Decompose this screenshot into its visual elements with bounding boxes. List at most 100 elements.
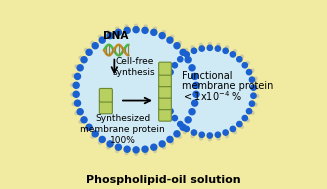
Circle shape [167,136,173,143]
Circle shape [151,144,157,150]
Circle shape [191,135,194,138]
Circle shape [172,115,178,121]
Circle shape [72,102,75,105]
Circle shape [208,43,211,46]
Circle shape [251,85,256,90]
Circle shape [151,29,157,35]
FancyBboxPatch shape [159,62,171,75]
Circle shape [199,132,204,137]
Circle shape [144,152,147,155]
Circle shape [249,101,255,106]
Circle shape [176,125,179,128]
Circle shape [251,69,254,72]
Circle shape [124,27,130,33]
Circle shape [194,65,197,68]
Circle shape [199,43,202,46]
Circle shape [159,33,165,39]
Circle shape [163,77,165,80]
Circle shape [185,128,188,131]
Circle shape [161,86,164,89]
Circle shape [183,50,186,53]
Circle shape [168,108,173,114]
Circle shape [133,27,139,33]
FancyBboxPatch shape [159,97,171,110]
Circle shape [125,152,128,155]
Circle shape [247,70,252,75]
Circle shape [226,135,229,138]
Circle shape [165,101,170,106]
Circle shape [71,93,74,96]
Circle shape [197,74,200,77]
Circle shape [192,73,198,79]
Circle shape [77,109,83,115]
Circle shape [198,84,201,87]
Circle shape [237,121,242,127]
FancyBboxPatch shape [99,88,112,102]
Circle shape [178,41,181,44]
Circle shape [124,146,130,152]
Circle shape [208,138,211,141]
Circle shape [115,144,121,150]
Circle shape [193,82,199,88]
Circle shape [163,103,165,106]
Circle shape [77,31,195,148]
Text: Synthesized
membrane protein
100%: Synthesized membrane protein 100% [80,114,165,145]
Circle shape [256,94,259,98]
Circle shape [230,52,235,57]
Circle shape [240,125,243,128]
Circle shape [207,133,213,138]
Circle shape [223,48,228,53]
Circle shape [193,91,199,97]
FancyBboxPatch shape [159,85,171,98]
Circle shape [190,120,193,123]
Circle shape [165,77,170,82]
Circle shape [73,82,79,88]
Circle shape [171,35,174,38]
Circle shape [125,25,128,28]
Circle shape [166,111,169,114]
Circle shape [185,57,191,63]
Circle shape [99,37,105,43]
Circle shape [178,57,183,62]
Circle shape [116,27,119,30]
Circle shape [144,25,147,28]
Circle shape [199,46,204,51]
Circle shape [167,49,252,134]
Text: membrane protein: membrane protein [182,81,274,91]
Circle shape [72,74,75,77]
Circle shape [153,149,157,153]
Circle shape [192,100,198,106]
Circle shape [251,111,254,114]
Circle shape [215,46,220,51]
Text: $<$1x10$^{-4}$ %: $<$1x10$^{-4}$ % [182,89,243,103]
Circle shape [75,100,80,106]
Circle shape [99,136,105,143]
Circle shape [84,128,88,131]
Circle shape [191,48,197,53]
Circle shape [107,141,113,147]
Circle shape [171,141,174,144]
Circle shape [180,49,186,55]
Circle shape [242,115,248,121]
Circle shape [176,55,179,58]
Text: Cell-free
synthesis: Cell-free synthesis [113,57,156,77]
Circle shape [194,112,197,115]
Circle shape [233,50,236,53]
Circle shape [107,33,113,39]
Circle shape [84,48,88,51]
Circle shape [170,61,173,64]
Circle shape [107,146,110,149]
Circle shape [77,65,83,71]
Circle shape [249,77,255,82]
Circle shape [215,132,220,137]
Circle shape [163,31,165,34]
Circle shape [71,84,74,87]
Circle shape [168,70,173,75]
Circle shape [81,57,87,63]
Circle shape [163,146,165,149]
Circle shape [92,43,98,49]
Circle shape [240,55,243,58]
Circle shape [98,35,101,38]
Circle shape [75,112,78,115]
Circle shape [142,146,148,152]
